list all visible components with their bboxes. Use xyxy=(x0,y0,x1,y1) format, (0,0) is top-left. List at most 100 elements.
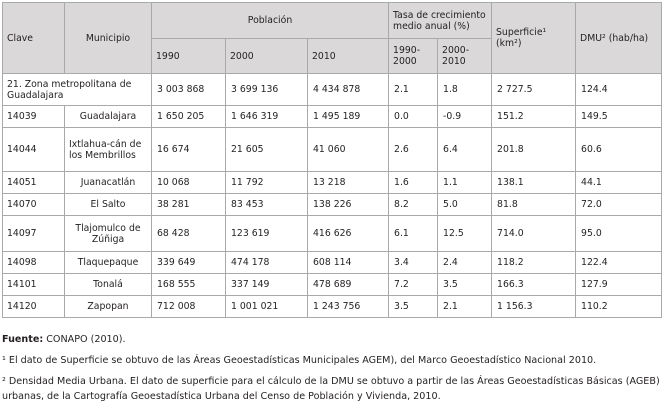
population-table: Clave Municipio Población Tasa de crecim… xyxy=(2,2,663,318)
cell-p1990: 10 068 xyxy=(151,171,226,194)
cell-t2: 2.4 xyxy=(437,251,493,274)
cell-sup: 201.8 xyxy=(491,127,577,172)
table-row: 14070 El Salto 38 281 83 453 138 226 8.2 5.0 81… xyxy=(2,193,663,216)
cell-municipio: Juanacatlán xyxy=(64,171,152,194)
cell-p2010: 13 218 xyxy=(306,171,390,194)
cell-t1: 2.1 xyxy=(388,73,439,106)
source-text: CONAPO (2010). xyxy=(43,334,126,345)
cell-p2000: 11 792 xyxy=(225,171,308,194)
header-dmu: DMU² (hab/ha) xyxy=(575,2,663,74)
cell-t2: 6.4 xyxy=(437,127,493,172)
cell-t2: 2.1 xyxy=(437,295,493,318)
cell-dmu: 44.1 xyxy=(575,171,663,194)
cell-t1: 3.4 xyxy=(388,251,439,274)
cell-p2000: 1 646 319 xyxy=(225,105,308,128)
cell-p1990: 339 649 xyxy=(151,251,226,274)
cell-clave: 14039 xyxy=(2,105,65,128)
cell-t1: 6.1 xyxy=(388,215,439,252)
cell-p1990: 16 674 xyxy=(151,127,226,172)
table-row: 21. Zona metropolitana de Guadalajara 3 0… xyxy=(2,73,663,106)
table-row: 14098 Tlaquepaque 339 649 474 178 608 114 3.4… xyxy=(2,251,663,274)
cell-t1: 0.0 xyxy=(388,105,439,128)
cell-clave: 14120 xyxy=(2,295,65,318)
cell-clave: 14044 xyxy=(2,127,65,172)
cell-t2: 1.8 xyxy=(437,73,493,106)
footnote-2b: urbanas, de la Cartografía Geoestadístic… xyxy=(2,391,441,402)
cell-p2000: 123 619 xyxy=(225,215,308,252)
cell-t1: 8.2 xyxy=(388,193,439,216)
cell-dmu: 110.2 xyxy=(575,295,663,318)
cell-t1: 2.6 xyxy=(388,127,439,172)
cell-municipio: Zapopan xyxy=(64,295,152,318)
cell-clave: 14097 xyxy=(2,215,65,252)
cell-p2010: 41 060 xyxy=(306,127,390,172)
cell-p2010: 608 114 xyxy=(306,251,390,274)
cell-p1990: 168 555 xyxy=(151,273,226,296)
header-2000: 2000 xyxy=(225,38,308,74)
cell-p2010: 4 434 878 xyxy=(306,73,390,106)
cell-clave: 14051 xyxy=(2,171,65,194)
cell-p2010: 1 495 189 xyxy=(306,105,390,128)
cell-dmu: 127.9 xyxy=(575,273,663,296)
cell-t2: 1.1 xyxy=(437,171,493,194)
cell-dmu: 72.0 xyxy=(575,193,663,216)
header-rate-1990-2000: 1990-2000 xyxy=(388,38,439,74)
source-note: Fuente: CONAPO (2010). xyxy=(2,334,126,346)
header-superficie: Superficie¹ (km²) xyxy=(491,2,577,74)
header-2010: 2010 xyxy=(306,38,390,74)
cell-p1990: 712 008 xyxy=(151,295,226,318)
cell-clave: 14098 xyxy=(2,251,65,274)
cell-t2: -0.9 xyxy=(437,105,493,128)
cell-dmu: 122.4 xyxy=(575,251,663,274)
table-row: 14039 Guadalajara 1 650 205 1 646 319 1 495 … xyxy=(2,105,663,128)
cell-sup: 166.3 xyxy=(491,273,577,296)
header-tasa: Tasa de crecimiento medio anual (%) xyxy=(388,2,493,39)
cell-sup: 714.0 xyxy=(491,215,577,252)
cell-p2010: 138 226 xyxy=(306,193,390,216)
cell-dmu: 124.4 xyxy=(575,73,663,106)
cell-p1990: 1 650 205 xyxy=(151,105,226,128)
cell-p1990: 38 281 xyxy=(151,193,226,216)
cell-municipio: Tlajomulco de Zúñiga xyxy=(64,215,152,252)
table-row: 14051 Juanacatlán 10 068 11 792 13 218 1.6 1.1… xyxy=(2,171,663,194)
cell-t1: 3.5 xyxy=(388,295,439,318)
cell-sup: 151.2 xyxy=(491,105,577,128)
header-1990: 1990 xyxy=(151,38,226,74)
cell-municipio: Guadalajara xyxy=(64,105,152,128)
cell-t2: 5.0 xyxy=(437,193,493,216)
cell-p2000: 1 001 021 xyxy=(225,295,308,318)
header-rate-2000-2010: 2000-2010 xyxy=(437,38,493,74)
cell-p2000: 83 453 xyxy=(225,193,308,216)
cell-p2000: 21 605 xyxy=(225,127,308,172)
table-body: 21. Zona metropolitana de Guadalajara 3 0… xyxy=(2,73,663,318)
footnote-1: ¹ El dato de Superficie se obtuvo de las… xyxy=(2,355,597,366)
header-clave: Clave xyxy=(2,2,65,74)
row-zone-label: 21. Zona metropolitana de Guadalajara xyxy=(2,73,152,106)
table-row: 14101 Tonalá 168 555 337 149 478 689 7.2 3.5 16… xyxy=(2,273,663,296)
cell-p2000: 337 149 xyxy=(225,273,308,296)
cell-sup: 138.1 xyxy=(491,171,577,194)
cell-clave: 14070 xyxy=(2,193,65,216)
cell-clave: 14101 xyxy=(2,273,65,296)
cell-sup: 2 727.5 xyxy=(491,73,577,106)
cell-sup: 81.8 xyxy=(491,193,577,216)
cell-p1990: 3 003 868 xyxy=(151,73,226,106)
cell-p2010: 1 243 756 xyxy=(306,295,390,318)
cell-sup: 118.2 xyxy=(491,251,577,274)
cell-p2010: 416 626 xyxy=(306,215,390,252)
header-municipio: Municipio xyxy=(64,2,152,74)
cell-dmu: 149.5 xyxy=(575,105,663,128)
cell-p1990: 68 428 xyxy=(151,215,226,252)
cell-t2: 12.5 xyxy=(437,215,493,252)
cell-municipio: El Salto xyxy=(64,193,152,216)
footnote-2a: ² Densidad Media Urbana. El dato de supe… xyxy=(2,376,660,387)
cell-p2000: 474 178 xyxy=(225,251,308,274)
table-row: 14044 Ixtlahua-cán de los Membrillos 16 67… xyxy=(2,127,663,172)
source-label: Fuente: xyxy=(2,334,44,345)
cell-municipio: Ixtlahua-cán de los Membrillos xyxy=(64,127,152,172)
table-row: 14097 Tlajomulco de Zúñiga 68 428 123 619 41… xyxy=(2,215,663,252)
cell-dmu: 95.0 xyxy=(575,215,663,252)
table-row: 14120 Zapopan 712 008 1 001 021 1 243 756 3.5… xyxy=(2,295,663,318)
cell-sup: 1 156.3 xyxy=(491,295,577,318)
